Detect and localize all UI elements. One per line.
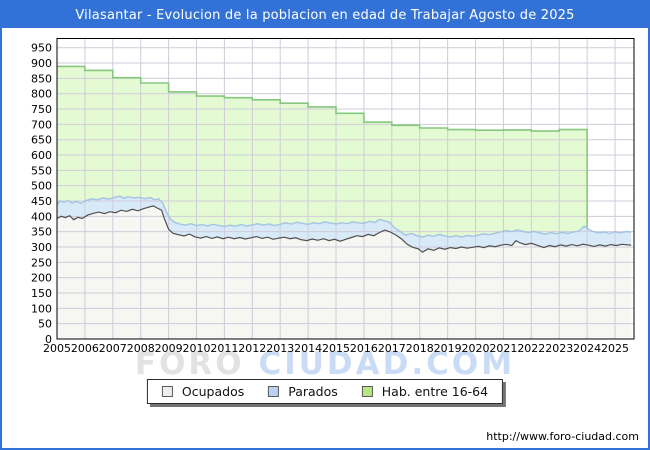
legend-item-parados: Parados [268, 384, 338, 399]
x-tick-label: 2020 [462, 342, 490, 355]
source-url: http://www.foro-ciudad.com [486, 430, 639, 443]
y-tick-label: 650 [31, 134, 52, 147]
y-tick-label: 600 [31, 149, 52, 162]
x-tick-label: 2019 [434, 342, 462, 355]
watermark-right: CIUDAD.COM [258, 346, 516, 382]
y-tick-label: 150 [31, 287, 52, 300]
y-tick-label: 250 [31, 256, 52, 269]
x-tick-label: 2013 [266, 342, 294, 355]
ocupados-line [56, 205, 632, 253]
watermark: FORO CIUDAD.COM [135, 346, 515, 382]
ocupados-area [57, 205, 632, 339]
y-tick-label: 400 [31, 210, 52, 223]
legend-item-ocupados: Ocupados [161, 384, 245, 399]
legend-item-hab16-64: Hab. entre 16-64 [361, 384, 489, 399]
y-tick-label: 200 [31, 272, 52, 285]
chart-legend: Ocupados Parados Hab. entre 16-64 [146, 379, 504, 404]
plot-border [56, 38, 635, 340]
x-tick-label: 2009 [155, 342, 183, 355]
x-tick-label: 2025 [601, 342, 629, 355]
hab16-64-line [57, 65, 588, 230]
watermark-left: FORO [134, 346, 245, 382]
x-tick-label: 2012 [238, 342, 266, 355]
x-tick-label: 2016 [350, 342, 378, 355]
y-tick-label: 850 [31, 72, 52, 85]
y-tick-label: 300 [31, 241, 52, 254]
y-tick-label: 350 [31, 226, 52, 239]
x-tick-label: 2023 [545, 342, 573, 355]
y-tick-label: 900 [31, 57, 52, 70]
x-tick-label: 2024 [573, 342, 601, 355]
legend-label-ocupados: Ocupados [181, 384, 245, 399]
page-title: Vilasantar - Evolucion de la poblacion e… [75, 7, 575, 23]
x-tick-label: 2006 [71, 342, 99, 355]
x-tick-label: 2018 [406, 342, 434, 355]
y-tick-label: 100 [31, 302, 52, 315]
y-tick-label: 0 [45, 333, 52, 346]
ocupados-swatch-icon [161, 386, 173, 397]
y-tick-label: 50 [38, 318, 52, 331]
y-tick-label: 800 [31, 88, 52, 101]
x-tick-label: 2014 [294, 342, 322, 355]
y-tick-label: 750 [31, 103, 52, 116]
x-tick-label: 2005 [43, 342, 71, 355]
legend-label-parados: Parados [288, 384, 338, 399]
x-tick-label: 2011 [210, 342, 238, 355]
x-tick-label: 2021 [489, 342, 517, 355]
y-tick-label: 550 [31, 164, 52, 177]
x-tick-label: 2015 [322, 342, 350, 355]
hab16-64-swatch-icon [361, 386, 373, 397]
title-bar: Vilasantar - Evolucion de la poblacion e… [2, 2, 648, 28]
x-tick-label: 2010 [183, 342, 211, 355]
parados-line [56, 195, 632, 238]
y-tick-label: 950 [31, 42, 52, 55]
x-tick-label: 2017 [378, 342, 406, 355]
legend-label-hab16-64: Hab. entre 16-64 [381, 384, 489, 399]
x-tick-label: 2022 [517, 342, 545, 355]
y-tick-label: 700 [31, 118, 52, 131]
y-tick-label: 500 [31, 180, 52, 193]
y-tick-label: 450 [31, 195, 52, 208]
x-tick-label: 2007 [99, 342, 127, 355]
x-tick-label: 2008 [127, 342, 155, 355]
parados-swatch-icon [268, 386, 280, 397]
